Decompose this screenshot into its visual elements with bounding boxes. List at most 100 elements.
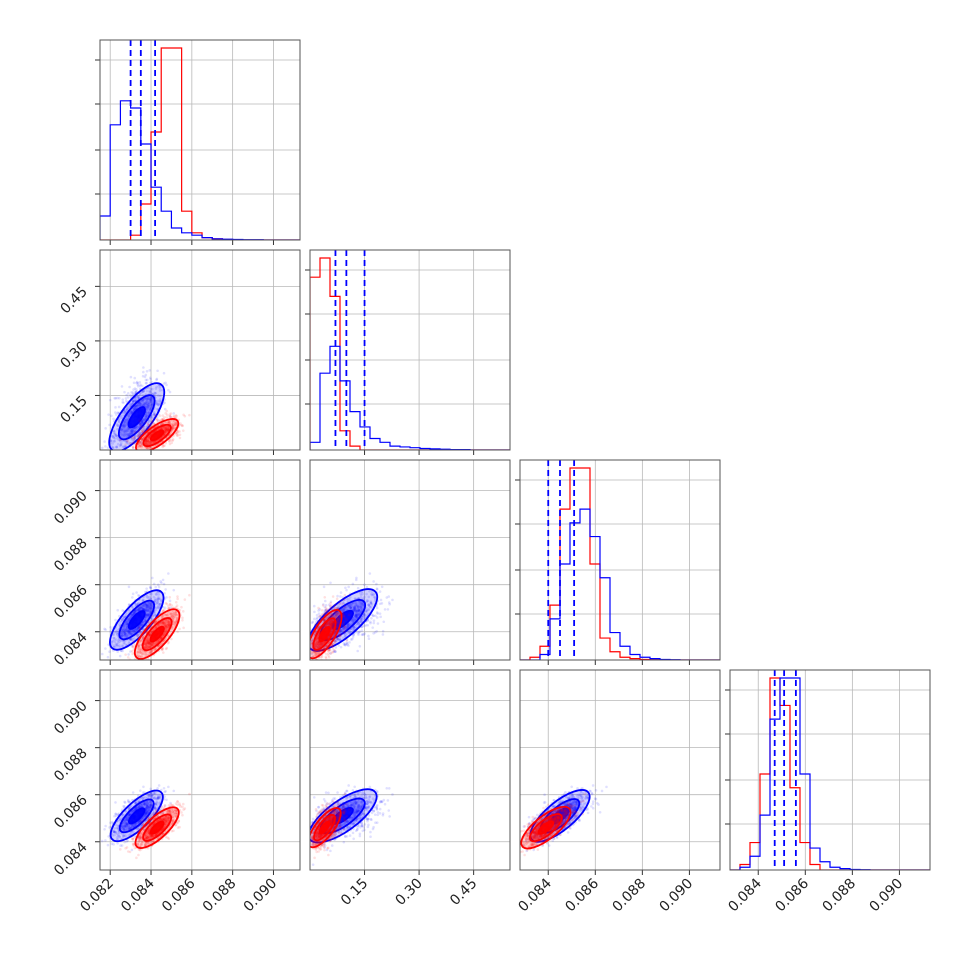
scatter-point (126, 396, 130, 399)
scatter-point (144, 645, 148, 649)
scatter-point (342, 624, 346, 628)
scatter-point (168, 414, 171, 418)
scatter-point (358, 630, 362, 633)
scatter-point (154, 391, 158, 395)
scatter-point (123, 628, 126, 631)
scatter-point (148, 407, 152, 410)
scatter-point (150, 603, 153, 607)
scatter-point (146, 615, 149, 618)
scatter-point (173, 415, 176, 418)
scatter-point (323, 599, 327, 603)
scatter-point (360, 629, 364, 632)
scatter-point (140, 444, 144, 447)
scatter-point (145, 603, 148, 607)
scatter-point (152, 641, 155, 645)
scatter-point (133, 426, 137, 430)
scatter-point (161, 621, 165, 625)
scatter-point (129, 410, 133, 414)
scatter-point (152, 595, 156, 599)
scatter-point (172, 612, 176, 615)
scatter-point (130, 645, 134, 648)
scatter-point (330, 643, 334, 647)
scatter-point (139, 647, 143, 650)
scatter-point (138, 606, 142, 610)
scatter-point (367, 608, 370, 612)
scatter-point (131, 446, 135, 450)
scatter-point (138, 444, 142, 448)
scatter-point (129, 615, 133, 618)
scatter-point (171, 439, 175, 442)
scatter-point (157, 606, 161, 610)
scatter-point (157, 645, 160, 649)
scatter-point (338, 634, 342, 638)
scatter-point (141, 608, 145, 611)
scatter-point (125, 624, 129, 628)
scatter-point (168, 610, 172, 614)
scatter-point (178, 430, 181, 433)
scatter-point (135, 404, 139, 408)
scatter-point (165, 421, 168, 425)
panel-frame (309, 249, 511, 451)
scatter-point (153, 392, 157, 395)
scatter-point (180, 605, 183, 609)
scatter-point (159, 622, 162, 626)
scatter-point (140, 420, 144, 424)
scatter-point (133, 390, 137, 394)
y-tick-label: 0.086 (51, 582, 91, 622)
scatter-point (148, 391, 152, 394)
scatter-point (333, 630, 337, 634)
scatter-point (142, 435, 146, 438)
scatter-point (140, 430, 144, 434)
scatter-point (127, 641, 131, 644)
scatter-point (148, 642, 152, 645)
scatter-point (167, 388, 170, 392)
scatter-point (359, 592, 362, 595)
scatter-point (117, 420, 121, 423)
scatter-point (164, 430, 167, 433)
scatter-point (334, 639, 338, 643)
scatter-point (104, 628, 107, 631)
scatter-point (149, 398, 153, 402)
scatter-point (171, 611, 174, 614)
scatter-point (172, 425, 175, 428)
scatter-point (140, 605, 143, 608)
scatter-point (161, 621, 165, 624)
scatter-point (164, 619, 168, 622)
scatter-point (109, 630, 112, 633)
scatter-point (151, 629, 155, 633)
scatter-point (141, 421, 144, 424)
scatter-point (147, 645, 151, 649)
scatter-point (125, 407, 129, 411)
scatter-point (163, 621, 167, 625)
scatter-point (365, 599, 369, 602)
scatter-point (146, 439, 149, 443)
scatter-point (139, 651, 143, 655)
scatter-point (146, 439, 150, 442)
scatter-point (145, 667, 148, 670)
scatter-point (319, 643, 322, 647)
scatter-point (143, 608, 147, 611)
scatter-point (146, 637, 149, 640)
scatter-point (123, 630, 126, 633)
scatter-point (336, 594, 339, 598)
scatter-point (150, 423, 153, 427)
scatter-point (117, 438, 120, 441)
scatter-point (355, 616, 359, 619)
scatter-point (138, 444, 142, 448)
scatter-point (140, 444, 143, 448)
scatter-point (125, 441, 129, 445)
scatter-point (354, 578, 358, 582)
scatter-point (152, 628, 155, 631)
scatter-point (163, 606, 167, 610)
scatter-point (158, 386, 162, 390)
scatter-point (329, 600, 333, 604)
scatter-point (375, 606, 379, 610)
scatter-point (146, 421, 150, 425)
scatter-point (321, 664, 324, 667)
scatter-point (168, 421, 171, 424)
scatter-point (151, 402, 154, 405)
scatter-point (150, 392, 153, 395)
scatter-point (318, 642, 322, 646)
scatter-point (142, 604, 146, 607)
scatter-point (127, 405, 131, 409)
